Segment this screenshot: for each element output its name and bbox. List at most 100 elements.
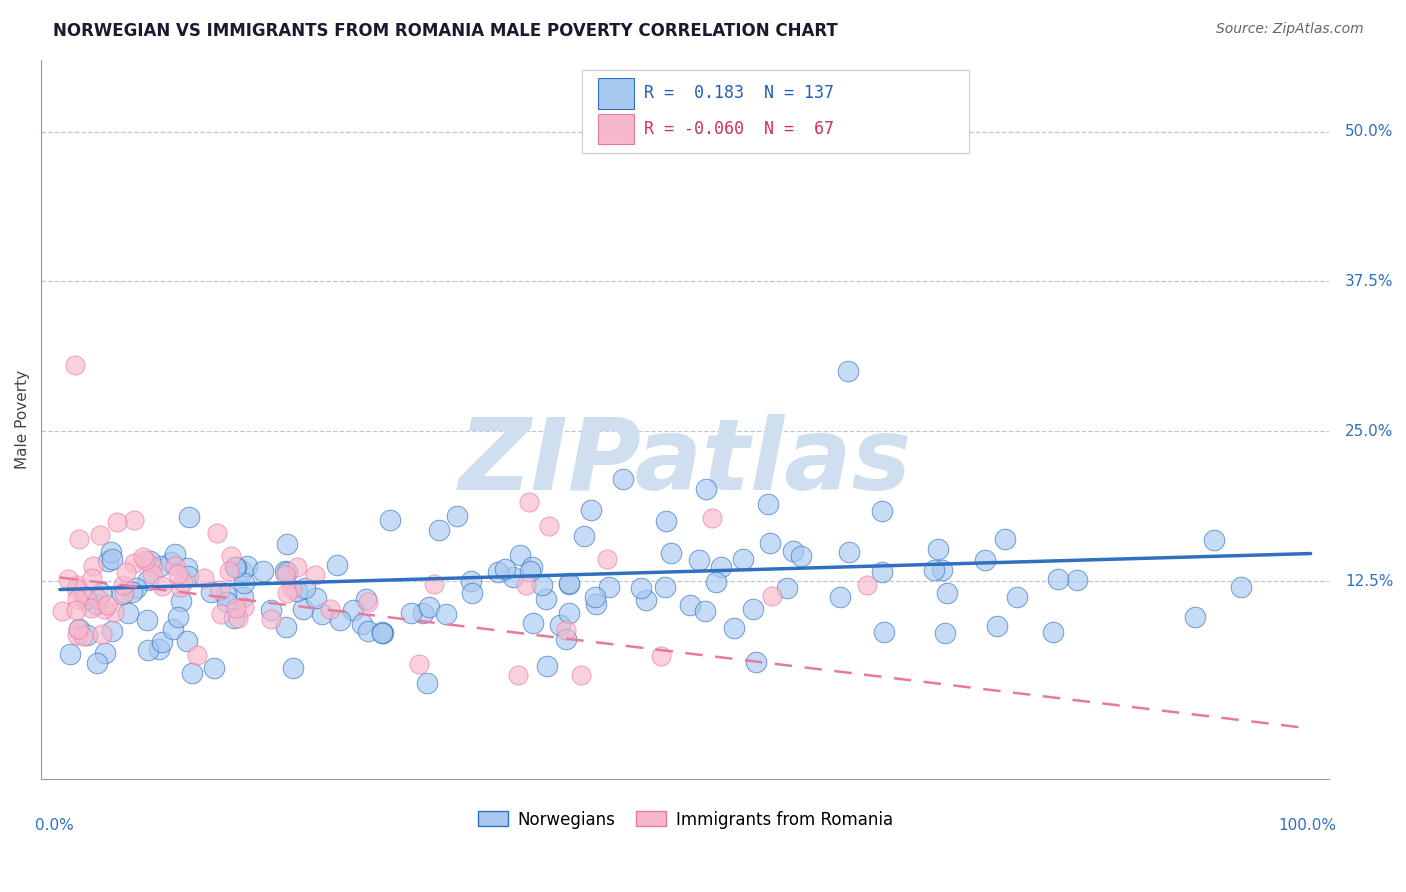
Point xyxy=(122,556,145,570)
Point xyxy=(1007,590,1029,604)
Point xyxy=(162,622,184,636)
Point xyxy=(782,543,804,558)
Point xyxy=(193,571,215,585)
Point xyxy=(91,627,114,641)
Point xyxy=(434,607,457,621)
Point xyxy=(636,593,658,607)
Point xyxy=(830,590,852,604)
Point xyxy=(276,565,298,579)
Point xyxy=(66,622,89,636)
Point xyxy=(934,626,956,640)
Point xyxy=(172,574,194,589)
Point xyxy=(709,560,731,574)
Point xyxy=(688,553,710,567)
Point xyxy=(571,668,593,682)
Point xyxy=(873,625,896,640)
Point xyxy=(225,559,247,574)
Point xyxy=(252,565,274,579)
Point xyxy=(534,592,557,607)
Point xyxy=(165,547,187,561)
Point xyxy=(96,598,118,612)
Point xyxy=(63,359,86,373)
Point xyxy=(179,509,201,524)
Point xyxy=(114,586,136,600)
Point xyxy=(159,555,181,569)
Text: 12.5%: 12.5% xyxy=(1346,574,1393,589)
Point xyxy=(1046,573,1069,587)
Text: Source: ZipAtlas.com: Source: ZipAtlas.com xyxy=(1216,22,1364,37)
Point xyxy=(67,532,90,546)
Point xyxy=(935,586,957,600)
Point xyxy=(163,559,186,574)
Point xyxy=(101,624,124,639)
Point xyxy=(558,606,581,620)
Point xyxy=(205,526,228,541)
Point xyxy=(427,524,450,538)
Point xyxy=(86,656,108,670)
Point xyxy=(132,549,155,564)
Text: 37.5%: 37.5% xyxy=(1346,274,1393,289)
Point xyxy=(90,586,112,600)
Text: 0.0%: 0.0% xyxy=(35,819,73,833)
Point xyxy=(169,580,191,594)
Point xyxy=(1184,610,1206,624)
FancyBboxPatch shape xyxy=(598,78,634,109)
Point xyxy=(378,513,401,527)
Point xyxy=(733,552,755,566)
Point xyxy=(281,660,304,674)
Point xyxy=(304,568,326,582)
Point xyxy=(357,624,380,638)
Point xyxy=(1066,574,1088,588)
Point xyxy=(630,581,652,595)
Point xyxy=(260,612,283,626)
Point xyxy=(659,546,682,560)
Point xyxy=(994,532,1017,546)
Point xyxy=(221,549,243,564)
Point xyxy=(65,581,87,595)
Point xyxy=(65,603,87,617)
Point xyxy=(931,563,953,577)
Point xyxy=(141,566,163,581)
Point xyxy=(305,591,328,605)
Point xyxy=(418,599,440,614)
Point xyxy=(141,559,163,574)
Point xyxy=(215,595,238,609)
Point xyxy=(554,623,576,637)
Point xyxy=(350,616,373,631)
Point xyxy=(870,504,893,518)
Point xyxy=(494,562,516,576)
Point xyxy=(408,657,430,672)
Point xyxy=(121,585,143,599)
Point xyxy=(515,578,537,592)
Point xyxy=(537,518,560,533)
Point xyxy=(285,583,308,598)
Point xyxy=(84,598,107,612)
Point xyxy=(276,586,298,600)
Point xyxy=(583,590,606,604)
Point xyxy=(224,559,246,574)
Point xyxy=(974,553,997,567)
Point xyxy=(695,482,717,496)
Point xyxy=(1230,580,1253,594)
Point xyxy=(509,548,531,562)
Point xyxy=(51,604,73,618)
Point xyxy=(233,575,256,590)
Point xyxy=(742,602,765,616)
Point xyxy=(111,578,134,592)
Point xyxy=(371,626,394,640)
Point xyxy=(167,610,190,624)
Point xyxy=(554,632,576,646)
Point xyxy=(136,613,159,627)
Point xyxy=(208,583,231,598)
Point xyxy=(654,580,676,594)
Point xyxy=(650,649,672,664)
Point xyxy=(101,552,124,566)
Point xyxy=(75,591,97,606)
Point xyxy=(176,633,198,648)
Point xyxy=(423,577,446,591)
Point xyxy=(82,558,104,573)
Point xyxy=(226,611,249,625)
Point xyxy=(790,549,813,564)
Point xyxy=(522,615,544,630)
Point xyxy=(103,605,125,619)
